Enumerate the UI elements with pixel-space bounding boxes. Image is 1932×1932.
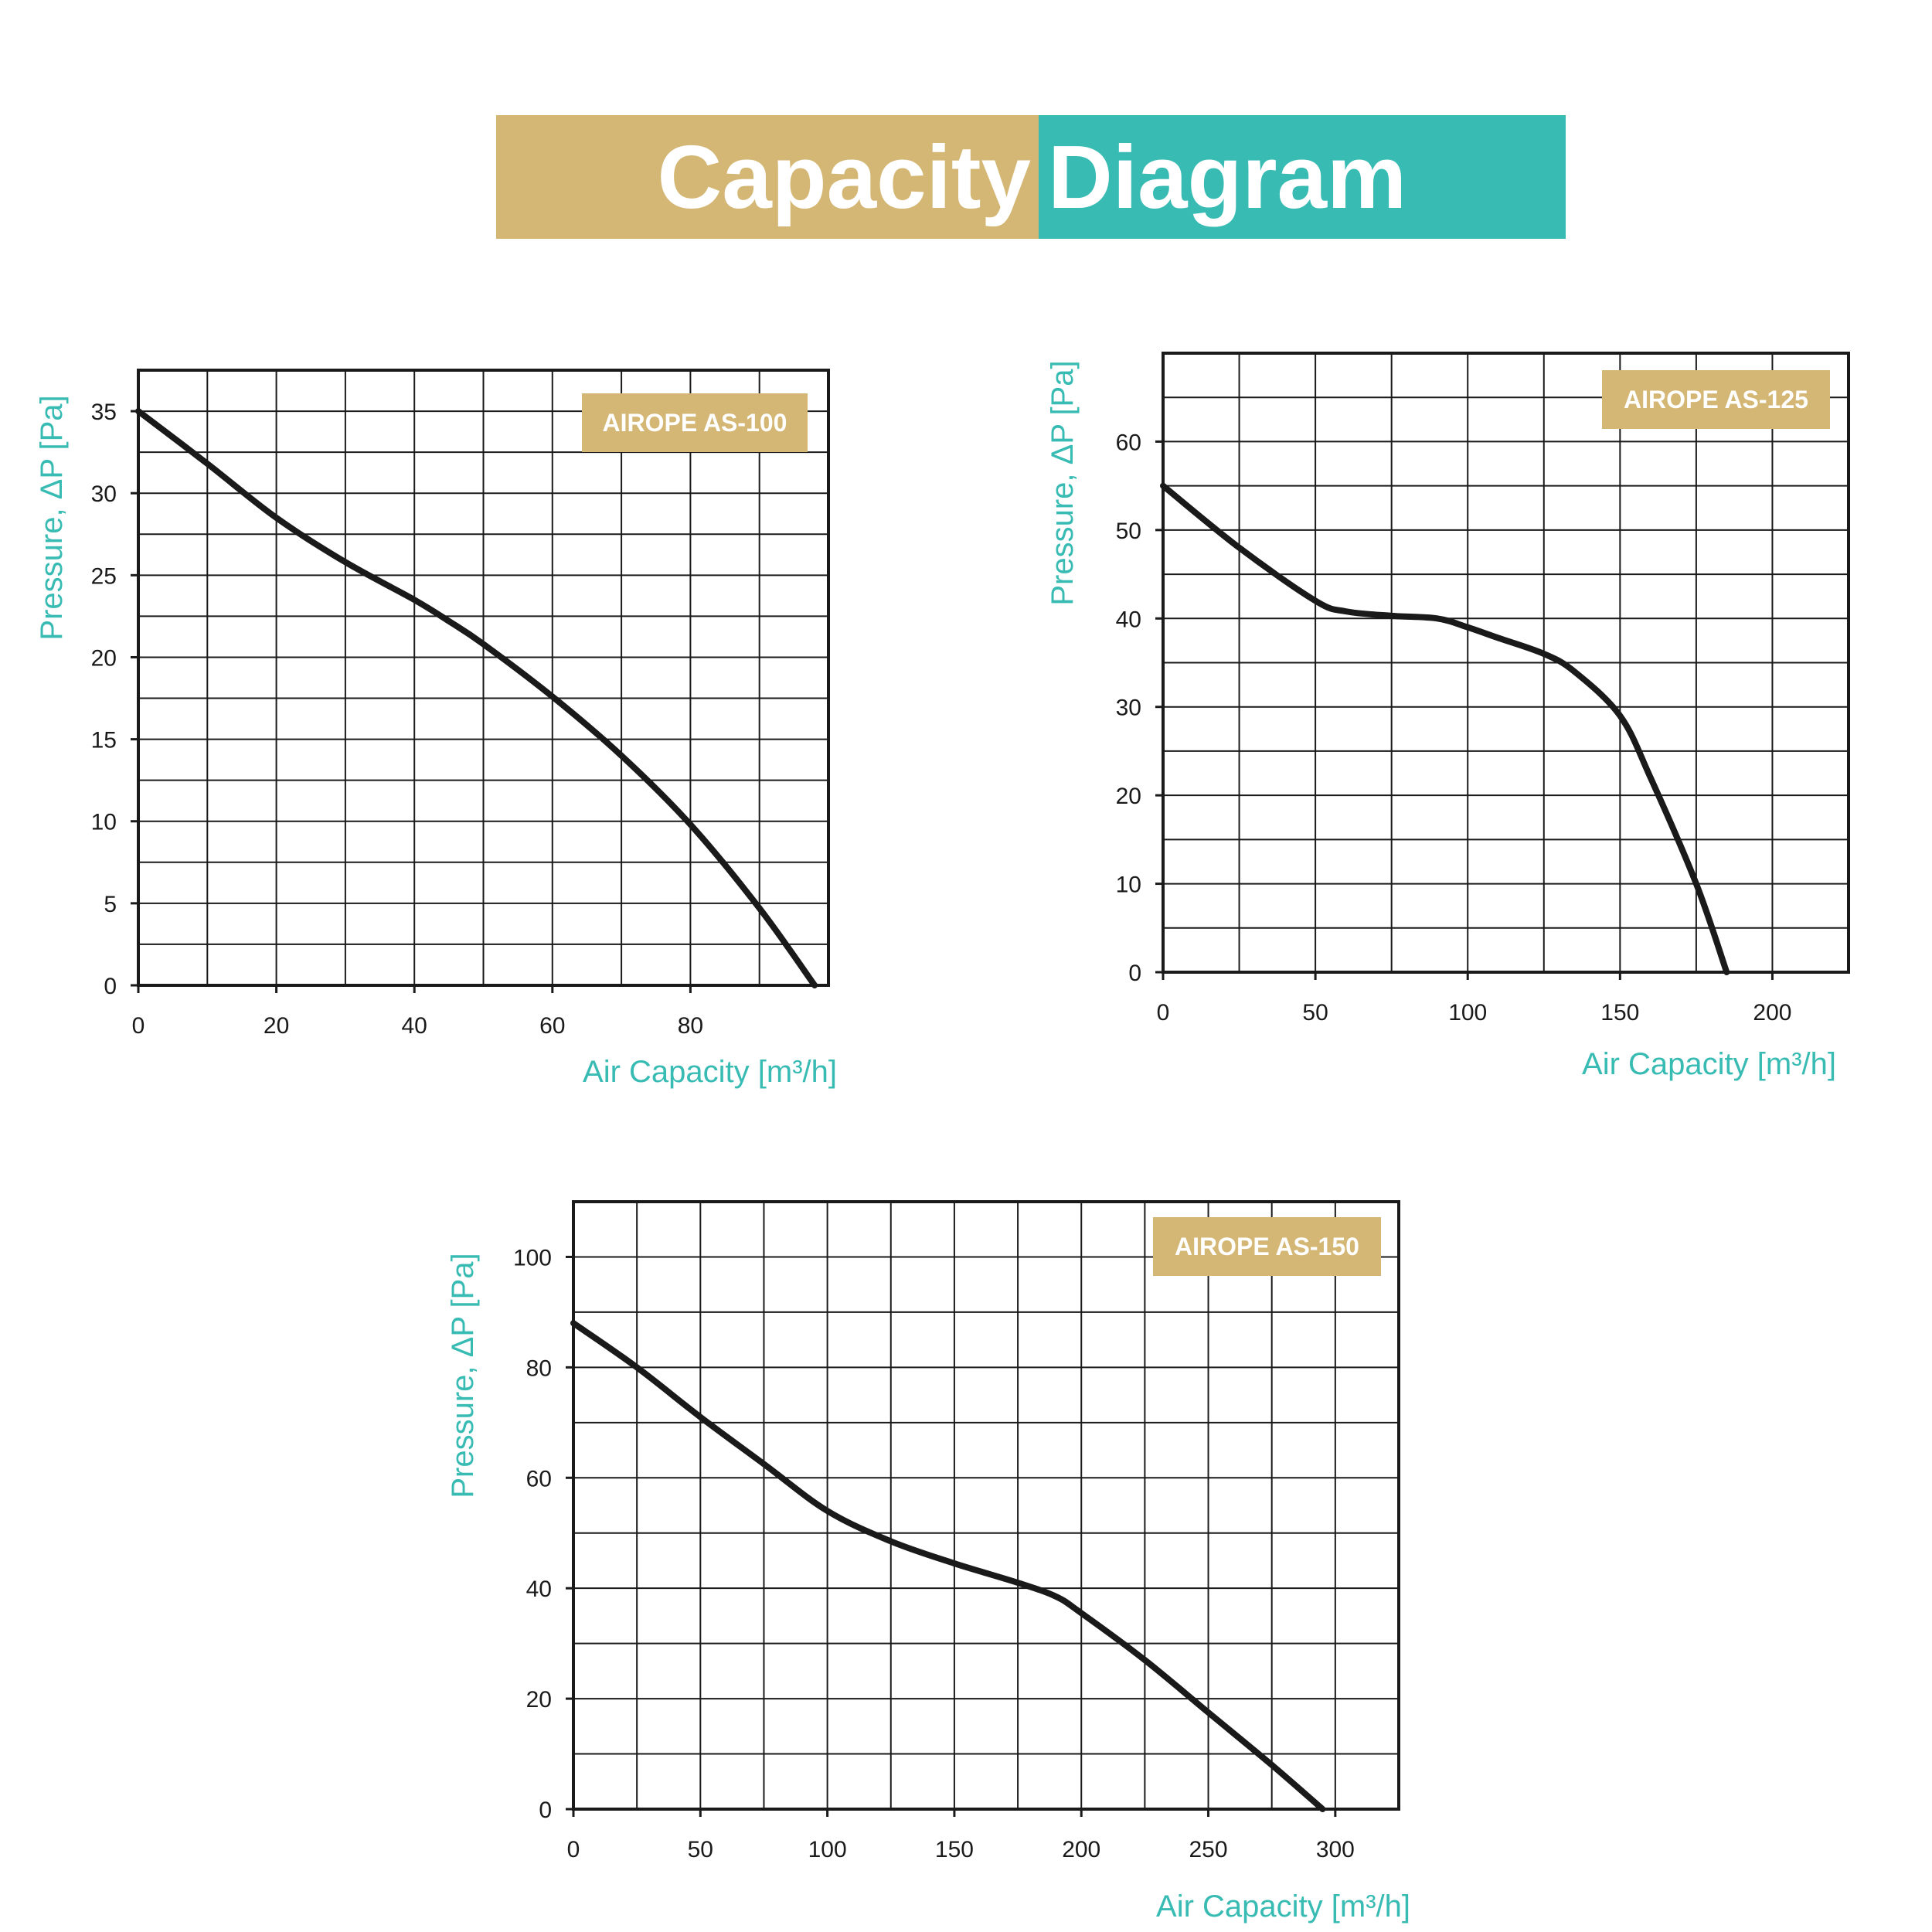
x-tick-label: 150: [1600, 1000, 1639, 1026]
x-tick-label: 50: [688, 1837, 713, 1862]
plot-frame: [572, 1200, 1400, 1811]
y-tick-label: 25: [91, 563, 117, 589]
x-tick-label: 80: [678, 1013, 703, 1039]
y-tick-label: 60: [526, 1466, 552, 1492]
x-tick-label: 250: [1189, 1837, 1228, 1862]
x-tick-label: 150: [935, 1837, 974, 1862]
x-tick-label: 0: [1157, 1000, 1170, 1026]
y-tick-label: 60: [1116, 430, 1141, 455]
x-tick-label: 200: [1062, 1837, 1100, 1862]
x-tick-label: 100: [808, 1837, 847, 1862]
y-tick-label: 40: [1116, 607, 1141, 632]
y-tick-label: 80: [526, 1355, 552, 1381]
series-line: [135, 408, 818, 988]
x-axis-label: Air Capacity [m³/h]: [1582, 1047, 1836, 1081]
y-tick-label: 0: [539, 1798, 552, 1823]
y-tick-label: 100: [513, 1245, 552, 1270]
x-tick-label: 100: [1448, 1000, 1487, 1026]
x-tick-label: 60: [539, 1013, 565, 1039]
model-badge-text: AIROPE AS-100: [603, 409, 787, 437]
plot-frame: [1162, 352, 1850, 974]
x-tick-label: 0: [132, 1013, 145, 1039]
y-axis-label: Pressure, ΔP [Pa]: [35, 395, 69, 640]
x-tick-label: 40: [402, 1013, 427, 1039]
model-badge-text: AIROPE AS-150: [1175, 1233, 1359, 1260]
y-tick-label: 20: [526, 1687, 552, 1713]
x-axis-label: Air Capacity [m³/h]: [583, 1055, 837, 1089]
title-banner: Capacity Diagram: [496, 115, 1566, 239]
model-badge: [582, 393, 808, 452]
y-tick-label: 20: [1116, 784, 1141, 809]
model-badge: [1602, 370, 1830, 429]
y-tick-label: 10: [1116, 872, 1141, 898]
series-line: [1160, 482, 1730, 975]
y-tick-label: 10: [91, 810, 117, 835]
x-tick-label: 50: [1302, 1000, 1328, 1026]
y-tick-label: 40: [526, 1577, 552, 1602]
y-tick-label: 50: [1116, 519, 1141, 544]
title-left-panel: Capacity: [496, 115, 1039, 239]
y-tick-label: 35: [91, 400, 117, 425]
model-badge-text: AIROPE AS-125: [1624, 386, 1808, 413]
series-line: [570, 1320, 1326, 1812]
y-tick-label: 30: [1116, 696, 1141, 721]
y-axis-label: Pressure, ΔP [Pa]: [446, 1253, 480, 1498]
y-tick-label: 0: [1128, 961, 1141, 986]
title-right-text: Diagram: [1048, 127, 1407, 227]
plot-frame: [137, 369, 830, 987]
title-left-text: Capacity: [657, 127, 1031, 227]
x-tick-label: 200: [1753, 1000, 1791, 1026]
x-tick-label: 20: [264, 1013, 289, 1039]
y-axis-label: Pressure, ΔP [Pa]: [1046, 360, 1080, 605]
x-tick-label: 0: [567, 1837, 580, 1862]
x-axis-label: Air Capacity [m³/h]: [1156, 1889, 1410, 1923]
model-badge: [1153, 1217, 1381, 1276]
y-tick-label: 20: [91, 645, 117, 671]
y-tick-label: 15: [91, 728, 117, 753]
y-tick-label: 5: [104, 892, 117, 917]
x-tick-label: 300: [1316, 1837, 1355, 1862]
y-tick-label: 0: [104, 974, 117, 999]
y-tick-label: 30: [91, 481, 117, 507]
title-right-panel: Diagram: [1039, 115, 1566, 239]
